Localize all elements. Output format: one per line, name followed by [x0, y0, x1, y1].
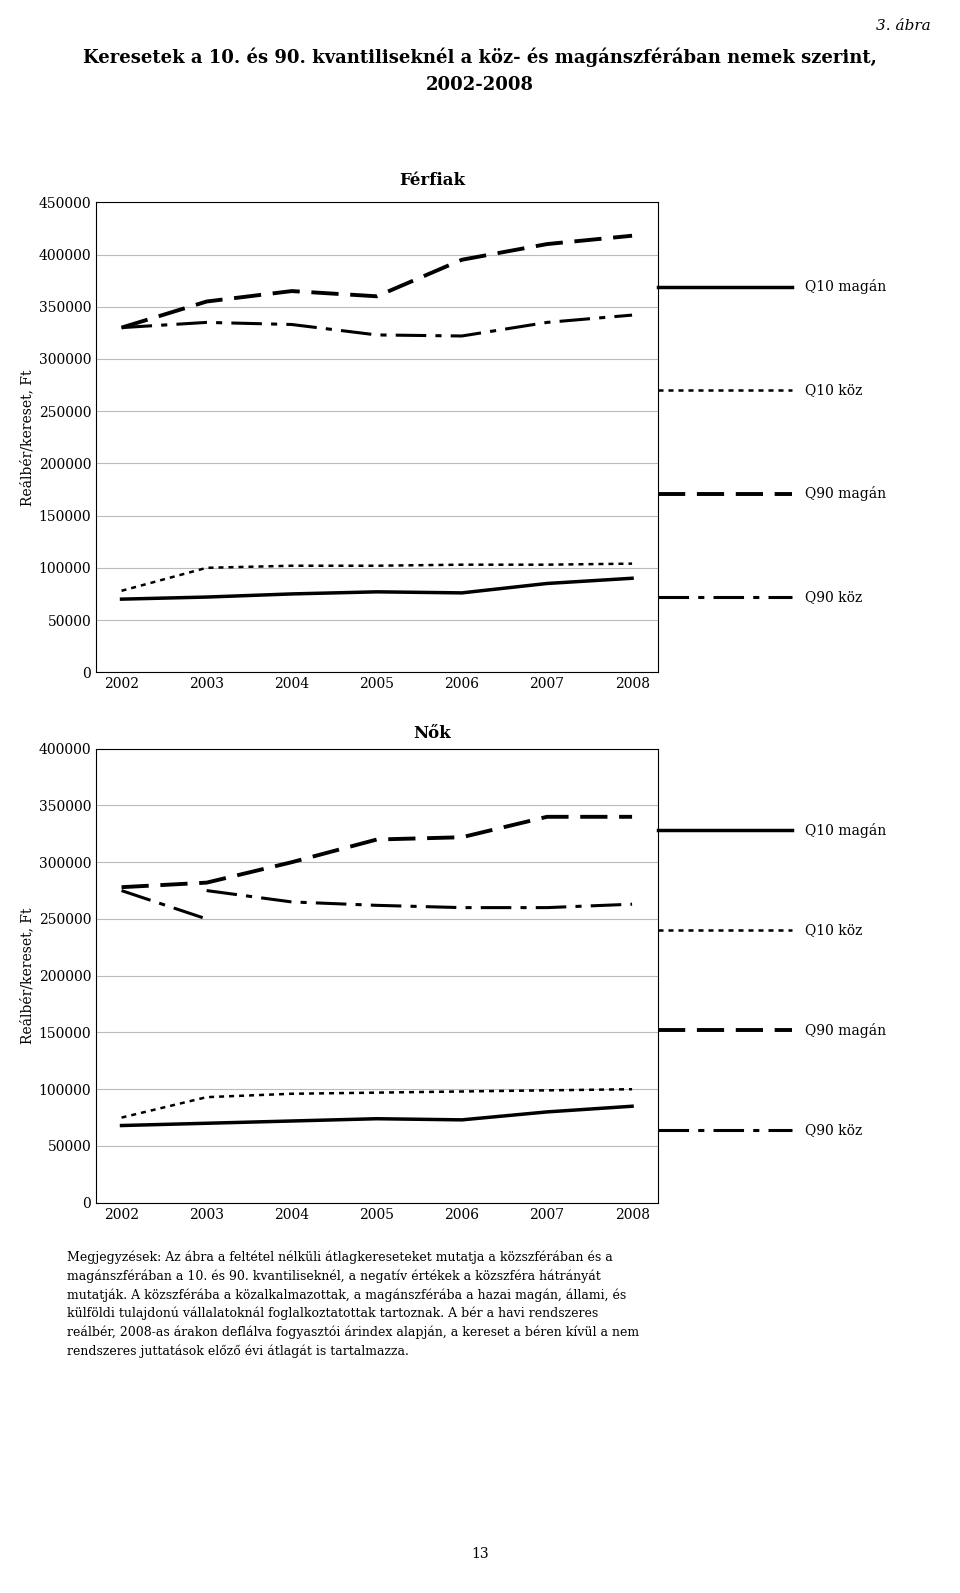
Text: Keresetek a 10. és 90. kvantiliseknél a köz- és magánszférában nemek szerint,
20: Keresetek a 10. és 90. kvantiliseknél a … [84, 48, 876, 94]
Y-axis label: Reálbér/kereset, Ft: Reálbér/kereset, Ft [20, 370, 35, 505]
Text: Q90 köz: Q90 köz [805, 589, 863, 604]
Text: Q90 köz: Q90 köz [805, 1123, 863, 1137]
Text: Férfiak: Férfiak [399, 172, 465, 190]
Text: Megjegyzések: Az ábra a feltétel nélküli átlagkereseteket mutatja a közszférában: Megjegyzések: Az ábra a feltétel nélküli… [67, 1251, 639, 1357]
Text: 3. ábra: 3. ábra [876, 19, 931, 33]
Text: Q10 magán: Q10 magán [805, 824, 887, 838]
Text: 13: 13 [471, 1547, 489, 1561]
Text: Q10 köz: Q10 köz [805, 924, 863, 937]
Text: Q10 magán: Q10 magán [805, 279, 887, 295]
Text: Q90 magán: Q90 magán [805, 1023, 887, 1037]
Text: Nők: Nők [413, 725, 451, 742]
Text: Q10 köz: Q10 köz [805, 384, 863, 397]
Y-axis label: Reálbér/kereset, Ft: Reálbér/kereset, Ft [20, 908, 35, 1043]
Text: Q90 magán: Q90 magán [805, 486, 887, 502]
